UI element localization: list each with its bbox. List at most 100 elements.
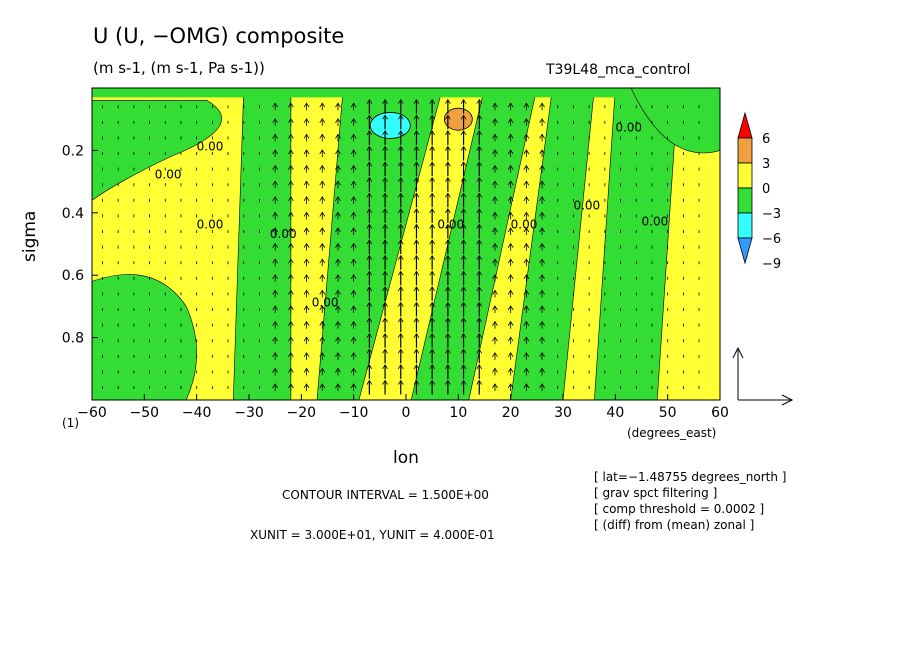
vector-arrowhead	[397, 223, 404, 229]
vector-arrowhead	[507, 367, 514, 373]
vector-arrowhead	[303, 274, 310, 280]
colorbar-label: 6	[762, 132, 770, 147]
vector-arrowhead	[350, 383, 357, 389]
vector-arrowhead	[397, 145, 404, 151]
vector-arrowhead	[350, 289, 357, 295]
negative-band-4	[510, 88, 595, 400]
vector-arrowhead	[350, 258, 357, 264]
vector-arrowhead	[382, 270, 388, 276]
vector-arrowhead	[539, 196, 545, 202]
vector-arrowhead	[288, 336, 294, 342]
vector-arrowhead	[476, 254, 483, 260]
vector-arrowhead	[507, 305, 514, 311]
vector-arrowhead	[272, 133, 279, 139]
vector-arrowhead	[539, 305, 545, 311]
vector-arrowhead	[303, 149, 310, 155]
vector-arrowhead	[539, 383, 545, 389]
colorbar-label: −3	[762, 207, 781, 222]
vector-arrowhead	[335, 258, 341, 264]
vector-arrowhead	[476, 176, 483, 182]
vector-arrowhead	[350, 320, 357, 326]
vector-arrowhead	[460, 239, 467, 245]
vector-arrowhead	[382, 176, 388, 182]
vector-arrowhead	[397, 114, 404, 120]
vector-arrowhead	[523, 102, 530, 108]
vector-arrowhead	[507, 133, 514, 139]
vector-arrowhead	[303, 227, 310, 233]
vector-arrowhead	[413, 348, 420, 354]
vector-arrowhead	[523, 258, 530, 264]
vector-arrowhead	[445, 239, 451, 245]
vector-arrowhead	[366, 286, 373, 292]
vector-arrowhead	[397, 208, 404, 214]
vector-arrowhead	[350, 149, 357, 155]
vector-arrowhead	[335, 164, 341, 170]
vector-arrowhead	[350, 196, 357, 202]
colorbar-label: 3	[762, 157, 770, 172]
vector-arrowhead	[413, 223, 420, 229]
x-tick-label: 20	[502, 405, 520, 421]
vector-arrowhead	[429, 270, 436, 276]
vector-arrowhead	[303, 180, 310, 186]
vector-arrowhead	[397, 364, 404, 370]
vector-arrowhead	[319, 196, 326, 202]
x-tick-label: 10	[449, 405, 467, 421]
vector-arrowhead	[366, 114, 373, 120]
vector-arrowhead	[523, 383, 530, 389]
vector-arrowhead	[350, 180, 357, 186]
vector-arrowhead	[492, 320, 498, 326]
vector-arrowhead	[476, 114, 483, 120]
vector-arrowhead	[539, 227, 545, 233]
vector-arrowhead	[303, 383, 310, 389]
vector-arrowhead	[539, 367, 545, 373]
vector-arrowhead	[429, 130, 436, 136]
vector-arrowhead	[382, 208, 388, 214]
vector-arrowhead	[523, 274, 530, 280]
vector-arrowhead	[303, 336, 310, 342]
vector-arrowhead	[272, 164, 279, 170]
vector-arrowhead	[382, 98, 388, 104]
vector-arrowhead	[523, 118, 530, 124]
vector-arrowhead	[397, 239, 404, 245]
vector-arrowhead	[288, 305, 294, 311]
vector-arrowhead	[303, 211, 310, 217]
x-tick-label: 0	[402, 405, 411, 421]
vector-arrowhead	[366, 161, 373, 167]
vector-arrowhead	[272, 196, 279, 202]
vector-arrowhead	[303, 164, 310, 170]
vector-arrowhead	[303, 118, 310, 124]
vector-arrowhead	[303, 102, 310, 108]
colorbar-segment	[737, 137, 753, 164]
vector-arrowhead	[429, 223, 436, 229]
vector-arrowhead	[429, 286, 436, 292]
vector-arrowhead	[445, 145, 451, 151]
vector-arrowhead	[288, 227, 294, 233]
vector-arrowhead	[492, 164, 498, 170]
negative-band-3	[410, 88, 538, 400]
vector-arrowhead	[350, 118, 357, 124]
vector-arrowhead	[335, 102, 341, 108]
vector-arrowhead	[476, 301, 483, 307]
vector-arrowhead	[460, 254, 467, 260]
vector-arrowhead	[507, 258, 514, 264]
vector-arrowhead	[429, 114, 436, 120]
vector-arrowhead	[445, 379, 451, 385]
vector-arrowhead	[319, 180, 326, 186]
vector-arrowhead	[476, 379, 483, 385]
vector-arrowhead	[288, 320, 294, 326]
vector-arrowhead	[366, 317, 373, 323]
x-axis-label: lon	[393, 448, 419, 468]
vector-arrowhead	[429, 98, 436, 104]
vector-arrowhead	[460, 176, 467, 182]
vector-arrowhead	[319, 274, 326, 280]
vector-arrowhead	[366, 223, 373, 229]
vector-arrowhead	[523, 149, 530, 155]
vector-arrowhead	[492, 336, 498, 342]
vector-arrowhead	[272, 289, 279, 295]
cyan-extremum	[369, 112, 411, 139]
vector-arrowhead	[319, 352, 326, 358]
negative-region-upper-left	[92, 100, 222, 201]
colorbar-segment	[737, 187, 753, 214]
vector-arrowhead	[382, 114, 388, 120]
